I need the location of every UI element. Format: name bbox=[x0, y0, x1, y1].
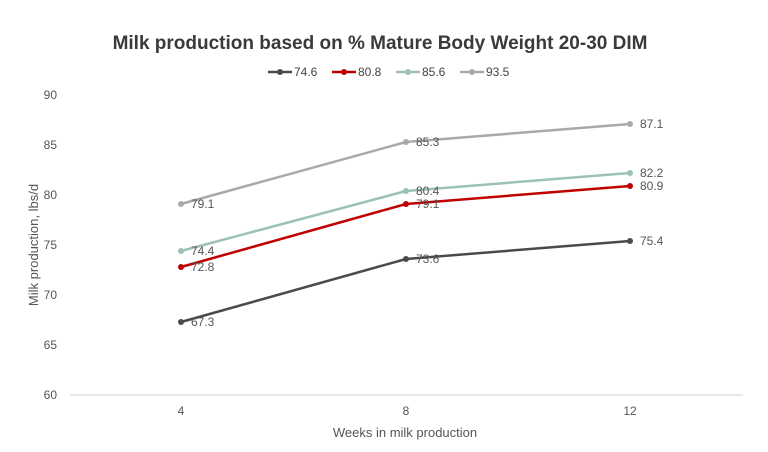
x-axis-label: Weeks in milk production bbox=[333, 425, 477, 440]
series-line bbox=[180, 239, 631, 324]
x-tick-label: 4 bbox=[178, 404, 185, 418]
data-label: 80.4 bbox=[416, 184, 440, 198]
data-label: 74.4 bbox=[191, 244, 215, 258]
x-tick-label: 12 bbox=[623, 404, 637, 418]
x-axis-ticks: 4 8 12 bbox=[178, 404, 637, 418]
data-label: 72.8 bbox=[191, 260, 215, 274]
data-point bbox=[178, 248, 184, 254]
data-point bbox=[627, 183, 633, 189]
legend-label: 74.6 bbox=[294, 65, 318, 79]
data-label: 80.9 bbox=[640, 179, 664, 193]
legend-swatch-marker bbox=[405, 69, 411, 75]
legend-label: 85.6 bbox=[422, 65, 446, 79]
y-tick-label: 90 bbox=[44, 88, 58, 102]
y-tick-label: 75 bbox=[44, 238, 58, 252]
series-layer: 67.373.675.472.879.180.974.480.482.279.1… bbox=[178, 117, 664, 329]
series-93.5: 79.1 85.3 87.1 bbox=[178, 117, 664, 211]
data-point bbox=[403, 188, 409, 194]
data-point bbox=[178, 201, 184, 207]
x-tick-label: 8 bbox=[403, 404, 410, 418]
data-point bbox=[627, 121, 633, 127]
legend-label: 93.5 bbox=[486, 65, 510, 79]
y-axis-label: Milk production, lbs/d bbox=[26, 184, 41, 306]
data-label: 82.2 bbox=[640, 166, 664, 180]
legend-item: 74.6 bbox=[268, 65, 318, 79]
legend-swatch-marker bbox=[341, 69, 347, 75]
y-tick-label: 60 bbox=[44, 388, 58, 402]
data-point bbox=[403, 201, 409, 207]
data-label: 75.4 bbox=[640, 234, 664, 248]
legend: 74.6 80.8 85.6 93.5 bbox=[268, 65, 510, 79]
data-label: 67.3 bbox=[191, 315, 215, 329]
data-point bbox=[403, 139, 409, 145]
y-tick-label: 80 bbox=[44, 188, 58, 202]
data-point bbox=[178, 319, 184, 325]
series-74.6: 67.3 73.6 75.4 bbox=[178, 234, 664, 329]
series-85.6: 74.4 80.4 82.2 bbox=[178, 166, 664, 258]
y-axis-ticks: 60 65 70 75 80 85 90 bbox=[44, 88, 58, 402]
legend-swatch-marker bbox=[469, 69, 475, 75]
legend-item: 85.6 bbox=[396, 65, 446, 79]
legend-swatch-marker bbox=[277, 69, 283, 75]
data-label: 87.1 bbox=[640, 117, 664, 131]
y-tick-label: 85 bbox=[44, 138, 58, 152]
data-label: 79.1 bbox=[191, 197, 215, 211]
data-point bbox=[178, 264, 184, 270]
series-line bbox=[180, 184, 631, 269]
y-tick-label: 70 bbox=[44, 288, 58, 302]
data-label: 79.1 bbox=[416, 197, 440, 211]
data-label: 85.3 bbox=[416, 135, 440, 149]
chart-title: Milk production based on % Mature Body W… bbox=[113, 33, 648, 54]
data-point bbox=[403, 256, 409, 262]
series-80.8: 72.8 79.1 80.9 bbox=[178, 179, 664, 274]
data-label: 73.6 bbox=[416, 252, 440, 266]
legend-label: 80.8 bbox=[358, 65, 382, 79]
legend-item: 80.8 bbox=[332, 65, 382, 79]
y-tick-label: 65 bbox=[44, 338, 58, 352]
legend-item: 93.5 bbox=[460, 65, 510, 79]
data-point bbox=[627, 170, 633, 176]
data-point bbox=[627, 238, 633, 244]
